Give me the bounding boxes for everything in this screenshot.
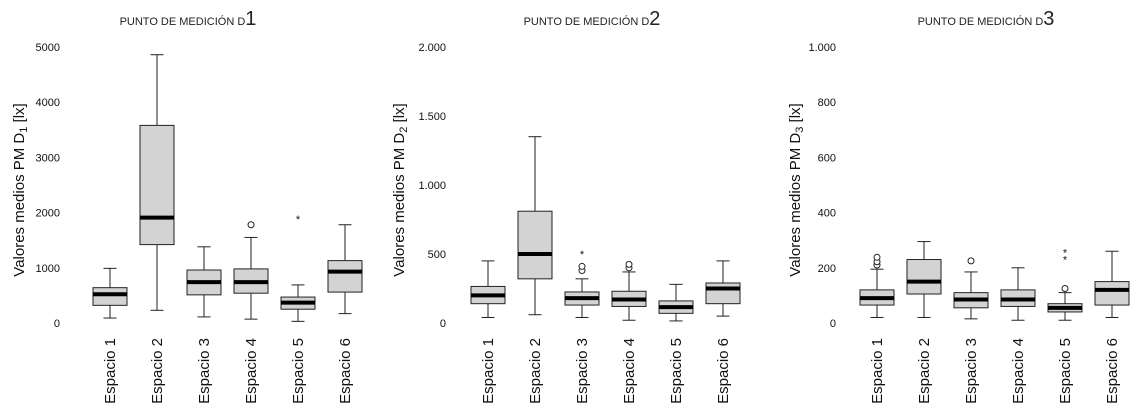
panel-3-box-5: ** [1047, 247, 1083, 321]
panel-3-category-label: Espacio 2 [916, 338, 933, 404]
panel-3-ytick-label: 400 [818, 208, 836, 220]
box-iqr [1094, 281, 1130, 306]
panel-2-box-3: * [564, 249, 600, 318]
panel-2-box-6 [705, 260, 741, 317]
panel-3-category-label: Espacio 6 [1104, 338, 1121, 404]
panel-3-box-1 [859, 253, 895, 318]
panel-1-ytick-label: 3000 [36, 152, 60, 164]
panel-2-ytick-label: 1.000 [418, 180, 446, 192]
outlier-circle [578, 262, 586, 270]
chart-panel-3: PUNTO DE MEDICIÓN D3 0 200 400 600 800 1.000 Va… [787, 8, 1130, 404]
panel-3-box-2 [906, 241, 942, 318]
panel-3-ytick-label: 1.000 [808, 42, 836, 54]
outlier-circle [247, 221, 255, 229]
panel-2-box-5 [658, 283, 694, 322]
panel-1-box-6 [327, 224, 363, 315]
outlier-circle [967, 257, 975, 265]
panel-2-category-label: Espacio 4 [621, 338, 638, 404]
panel-3-category-label: Espacio 3 [963, 338, 980, 404]
panel-2-box-4 [611, 260, 647, 321]
panel-2-category-label: Espacio 3 [574, 338, 591, 404]
outlier-circle [625, 260, 633, 268]
panel-1-category-label: Espacio 5 [290, 338, 307, 404]
panel-3-category-label: Espacio 4 [1010, 338, 1027, 404]
panel-2-ytick-label: 1.500 [418, 111, 446, 123]
panel-3-title: PUNTO DE MEDICIÓN D3 [918, 8, 1055, 30]
panel-2-category-label: Espacio 6 [715, 338, 732, 404]
panel-3-y-axis-label: Valores medios PM D3 [lx] [787, 103, 806, 276]
chart-panel-1: PUNTO DE MEDICIÓN D1 0 1000 2000 3000 4000 500… [11, 8, 363, 404]
panel-1-box-1 [92, 267, 128, 319]
panel-1-box-5: * [280, 214, 316, 322]
panel-1-ytick-label: 1000 [36, 263, 60, 275]
panel-3-ytick-label: 0 [830, 318, 836, 330]
panel-3-box-4 [1000, 267, 1036, 321]
box-iqr [92, 287, 128, 306]
outlier-star: * [296, 214, 301, 226]
box-iqr [705, 282, 741, 305]
panel-3-ytick-label: 800 [818, 97, 836, 109]
panel-1-ytick-label: 5000 [36, 42, 60, 54]
panel-3-box-3 [953, 257, 989, 320]
panel-1-box-3 [186, 246, 222, 318]
box-iqr [517, 210, 553, 280]
panel-2-ytick-label: 500 [428, 249, 446, 261]
panel-1-category-label: Espacio 3 [196, 338, 213, 404]
panel-3-category-label: Espacio 1 [869, 338, 886, 404]
panel-1-ytick-label: 2000 [36, 208, 60, 220]
panel-3-ytick-label: 200 [818, 263, 836, 275]
chart-panel-2: PUNTO DE MEDICIÓN D2 0 500 1.000 1.500 2.000 V… [391, 8, 741, 404]
panel-2-ytick-label: 0 [440, 318, 446, 330]
panel-2-category-label: Espacio 1 [480, 338, 497, 404]
panel-1-ytick-label: 4000 [36, 97, 60, 109]
box-iqr [139, 124, 175, 246]
box-iqr [327, 260, 363, 293]
outlier-circle [1061, 285, 1069, 292]
panel-1-category-label: Espacio 2 [149, 338, 166, 404]
panel-1-category-label: Espacio 1 [102, 338, 119, 404]
panel-2-y-axis-label: Valores medios PM D2 [lx] [391, 103, 410, 276]
panel-1-ytick-label: 0 [54, 318, 60, 330]
panel-1-box-4 [233, 221, 269, 320]
panel-2-box-1 [470, 260, 506, 318]
outlier-star: * [1063, 254, 1068, 266]
panel-3-ytick-label: 600 [818, 152, 836, 164]
panel-2-box-2 [517, 136, 553, 316]
panel-1-category-label: Espacio 6 [337, 338, 354, 404]
box-iqr [906, 259, 942, 295]
outlier-star: * [1063, 247, 1068, 259]
panel-1-title: PUNTO DE MEDICIÓN D1 [120, 8, 257, 30]
panel-2-category-label: Espacio 5 [668, 338, 685, 404]
panel-2-ytick-label: 2.000 [418, 42, 446, 54]
panel-3-category-label: Espacio 5 [1057, 338, 1074, 404]
outlier-star: * [580, 249, 585, 261]
panel-2-title: PUNTO DE MEDICIÓN D2 [524, 8, 661, 30]
panel-3-box-6 [1094, 250, 1130, 318]
panel-1-y-axis-label: Valores medios PM D1 [lx] [11, 103, 30, 276]
panel-2-category-label: Espacio 2 [527, 338, 544, 404]
panel-1-box-2 [139, 54, 175, 311]
panel-1-category-label: Espacio 4 [243, 338, 260, 404]
outlier-circle [873, 253, 881, 261]
